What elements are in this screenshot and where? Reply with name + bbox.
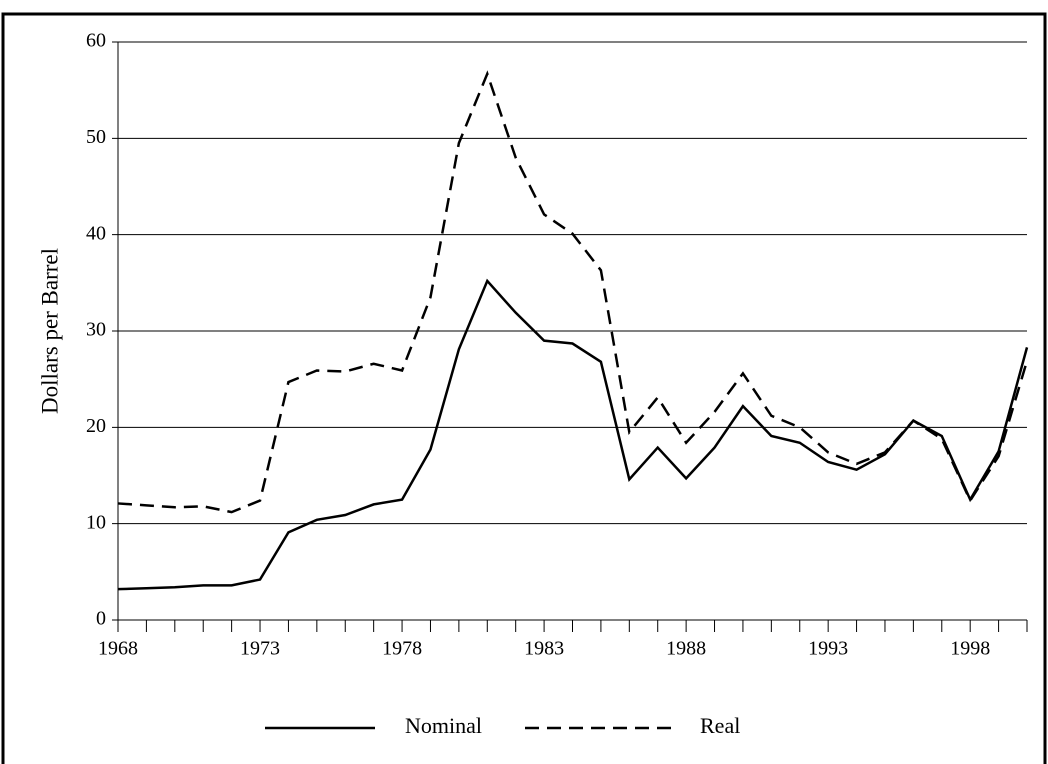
y-tick-label: 40 bbox=[86, 222, 106, 244]
y-tick-label: 30 bbox=[86, 319, 106, 341]
y-tick-label: 0 bbox=[96, 608, 106, 630]
y-tick-label: 20 bbox=[86, 415, 106, 437]
y-tick-label: 50 bbox=[86, 126, 106, 148]
x-tick-label: 1973 bbox=[240, 638, 280, 660]
frame bbox=[1, 12, 1047, 764]
x-tick-label: 1998 bbox=[950, 638, 990, 660]
x-tick-label: 1968 bbox=[98, 638, 138, 660]
y-axis-label: Dollars per Barrel bbox=[37, 248, 62, 414]
legend-label: Nominal bbox=[405, 713, 482, 738]
x-tick-label: 1983 bbox=[524, 638, 564, 660]
x-tick-label: 1978 bbox=[382, 638, 422, 660]
series-line bbox=[117, 278, 1029, 591]
legend-label: Real bbox=[700, 713, 740, 738]
y-tick-label: 60 bbox=[86, 30, 106, 52]
series-line bbox=[117, 70, 1029, 514]
x-tick-label: 1988 bbox=[666, 638, 706, 660]
x-tick-label: 1993 bbox=[808, 638, 848, 660]
y-tick-label: 10 bbox=[86, 511, 106, 533]
